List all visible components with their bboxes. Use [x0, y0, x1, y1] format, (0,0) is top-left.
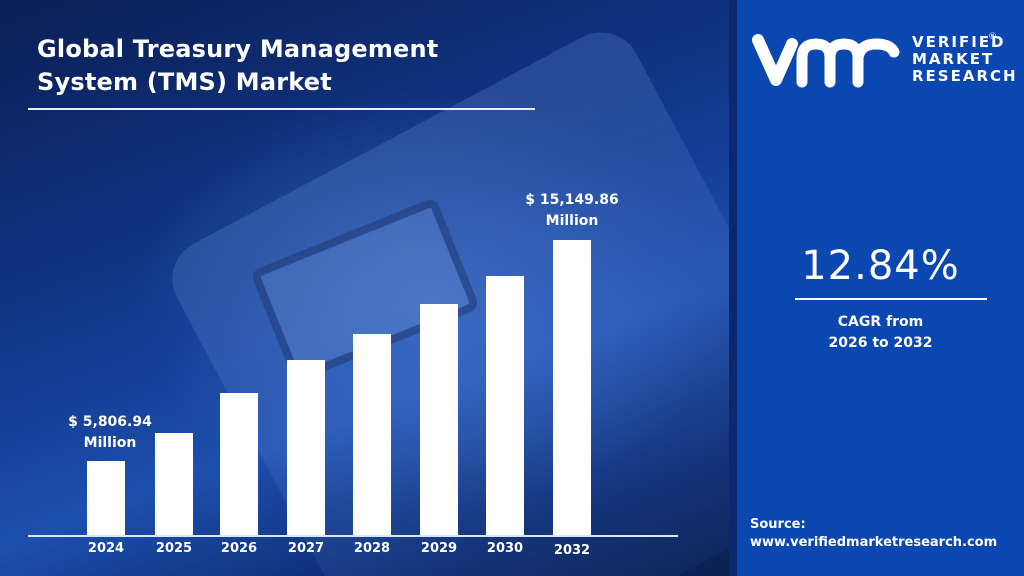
source-label: Source:: [750, 517, 806, 532]
x-tick-label: 2024: [87, 541, 125, 556]
x-tick-label: 2026: [220, 541, 258, 556]
brand-name: VERIFIED MARKET RESEARCH: [912, 34, 1018, 85]
source-url[interactable]: www.verifiedmarketresearch.com: [750, 535, 998, 550]
cagr-divider: [795, 298, 987, 300]
value-amount: $ 5,806.94: [68, 414, 152, 430]
brand-panel: [737, 0, 1024, 576]
x-tick-label: 2032: [553, 543, 591, 558]
title-line-1: Global Treasury Management: [37, 35, 439, 63]
cagr-value: 12.84%: [801, 243, 960, 289]
x-axis-line: [28, 535, 678, 537]
cagr-label-line-1: CAGR from: [837, 314, 924, 330]
bar-2026: [220, 393, 258, 535]
bar-2027: [287, 360, 325, 535]
bar-2029: [420, 304, 458, 535]
value-amount: $ 15,149.86: [525, 192, 619, 208]
bar-2028: [353, 334, 391, 535]
x-tick-label: 2028: [353, 541, 391, 556]
bar-2032: [553, 240, 591, 535]
value-label-2024: $ 5,806.94 Million: [55, 412, 165, 454]
x-tick-label: 2025: [155, 541, 193, 556]
x-tick-label: 2030: [486, 541, 524, 556]
x-tick-label: 2027: [287, 541, 325, 556]
cagr-label-line-2: 2026 to 2032: [828, 335, 933, 351]
cagr-label: CAGR from 2026 to 2032: [737, 312, 1024, 354]
bar-2024: [87, 461, 125, 535]
panel-divider: [729, 0, 737, 576]
page-title: Global Treasury Management System (TMS) …: [37, 33, 438, 99]
title-line-2: System (TMS) Market: [37, 68, 332, 96]
source-credit: Source: www.verifiedmarketresearch.com: [750, 516, 997, 552]
brand-line-2: MARKET: [912, 50, 995, 68]
value-label-2032: $ 15,149.86 Million: [512, 190, 632, 232]
brand-line-3: RESEARCH: [912, 67, 1018, 85]
value-unit: Million: [83, 435, 137, 451]
registered-mark: ®: [988, 32, 997, 42]
bar-2030: [486, 276, 524, 535]
x-tick-label: 2029: [420, 541, 458, 556]
title-underline: [28, 108, 535, 110]
vmr-logo-icon: [752, 34, 900, 88]
brand-line-1: VERIFIED: [912, 33, 1006, 51]
value-unit: Million: [545, 213, 599, 229]
bar-2025: [155, 433, 193, 535]
